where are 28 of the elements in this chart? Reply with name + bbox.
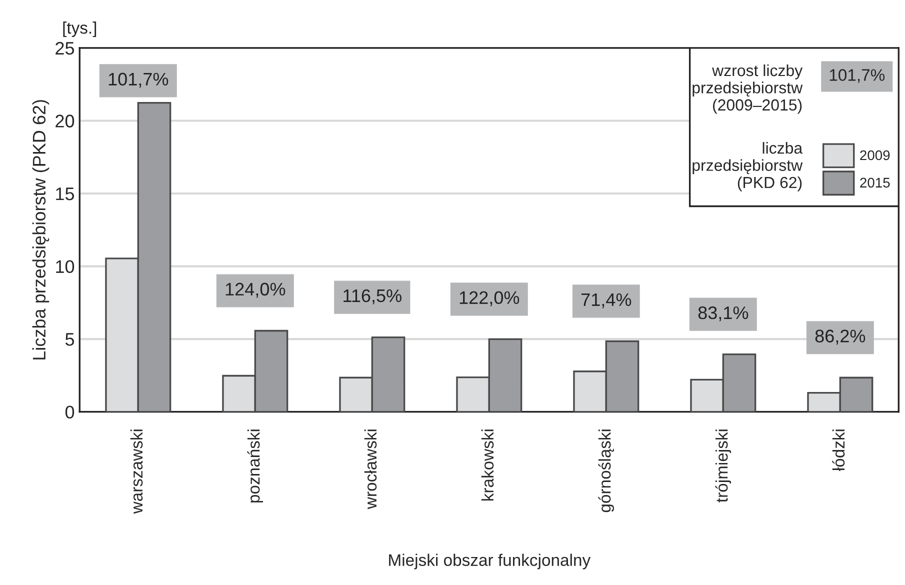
y-tick-label: 25 [56, 42, 74, 55]
x-tick-label: poznański [247, 430, 264, 502]
x-tick-label: łódzki [832, 430, 845, 471]
annotation: 101,7% [108, 72, 168, 88]
x-tick-label: górnośląski [598, 430, 614, 512]
y-axis-title: Liczba przedsiębiorstw (PKD 62) [32, 100, 50, 360]
y-tick-label: 5 [65, 333, 74, 346]
annotation: 101,7% [830, 69, 885, 83]
annotation: wzrost liczby przedsiębiorstw (2009–2015) [692, 64, 803, 114]
legend-label: 2015 [860, 178, 890, 188]
annotation: 71,4% [581, 293, 632, 308]
annotation: 83,1% [698, 306, 748, 322]
y-tick-label: 15 [56, 188, 74, 200]
legend-label: 2009 [860, 150, 890, 160]
y-tick-label: 10 [56, 260, 74, 274]
x-axis-title: Miejski obszar funkcjonalny [389, 554, 591, 570]
annotation: 116,5% [344, 289, 402, 304]
x-tick-label: warszawski [130, 430, 143, 514]
text: [tys.] [63, 22, 96, 38]
x-tick-label: krakowski [481, 430, 494, 501]
annotation: liczba przedsiębiorstw (PKD 62) [692, 142, 803, 192]
y-tick-label: 20 [56, 114, 74, 128]
x-tick-label: trójmiejski [715, 430, 732, 502]
annotation: 86,2% [815, 330, 866, 345]
x-tick-label: wrocławski [364, 430, 377, 510]
annotation: 122,0% [460, 291, 520, 306]
y-tick-label: 0 [65, 406, 74, 419]
annotation: 124,0% [226, 282, 286, 298]
